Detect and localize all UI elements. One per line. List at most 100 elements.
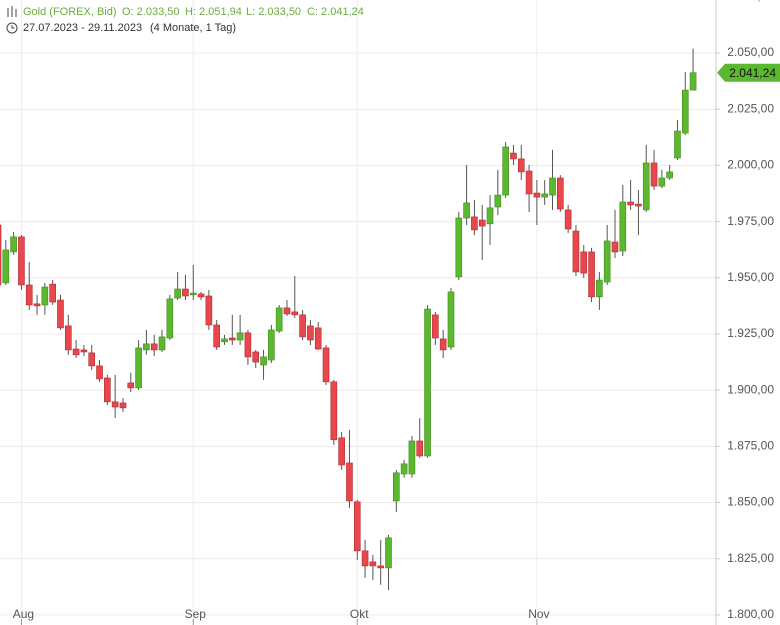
period: 27.07.2023 - 29.11.2023 [23, 22, 142, 34]
candle-body [127, 382, 135, 389]
candle-body [189, 292, 197, 296]
candle-body [486, 207, 494, 225]
candle-body [408, 440, 416, 475]
candle-body [455, 217, 463, 278]
candle-body [674, 130, 681, 159]
candle-body [41, 286, 49, 306]
last-price-label: 2.041,24 [729, 66, 776, 80]
candle-body [244, 332, 252, 358]
candle-body [478, 219, 486, 227]
candle-body [361, 550, 369, 567]
candle-body [166, 298, 174, 339]
y-tick-label: 1.850,00 [727, 495, 774, 509]
x-tick-label: Sep [185, 607, 207, 621]
candle-body [353, 501, 361, 552]
candle-body [689, 72, 697, 91]
candle-body [291, 311, 299, 316]
candle-body [424, 308, 431, 457]
x-tick-label: Okt [350, 607, 369, 621]
candle-body [346, 462, 353, 502]
y-tick-label: 2.050,00 [727, 45, 774, 59]
candle-body [447, 291, 455, 348]
candle-body [377, 565, 384, 569]
candle-body [221, 338, 228, 343]
clock-icon [6, 22, 18, 34]
instrument-title: Gold (FOREX, Bid) [23, 6, 117, 18]
candle-body [627, 201, 634, 206]
candle-body [463, 202, 470, 219]
candle-body [596, 279, 603, 298]
candle-body [229, 337, 236, 341]
y-tick-label: 1.825,00 [727, 551, 774, 565]
candle-body [517, 158, 525, 173]
candle-body [666, 171, 673, 179]
candle-body [119, 402, 127, 409]
candle-body [658, 177, 666, 187]
candle-body [619, 201, 627, 252]
candle-body [236, 332, 244, 341]
candle-body [580, 251, 588, 274]
candle-body [150, 343, 158, 351]
candle-body [25, 284, 33, 306]
y-tick-label: 2.025,00 [727, 101, 774, 115]
candle-body [338, 437, 345, 466]
candle-body [385, 537, 392, 569]
candle-body [541, 193, 549, 198]
candle-body [96, 365, 103, 380]
candle-body [275, 307, 283, 332]
candle-body [88, 352, 96, 367]
candle-body [307, 325, 314, 341]
clock-hand [11, 25, 15, 29]
candle-body [393, 472, 400, 502]
candle-body [213, 324, 220, 348]
candle-body [588, 251, 595, 298]
y-tick-label: 1.900,00 [727, 382, 774, 396]
candle-body [49, 283, 56, 303]
candle-body [299, 314, 306, 338]
x-tick-label: Aug [13, 607, 34, 621]
candle-body [564, 209, 572, 230]
candle-body [0, 224, 2, 286]
header: Gold (FOREX, Bid) O: 2.033,50 H: 2.051,9… [6, 6, 364, 34]
y-tick-label: 2.000,00 [727, 158, 774, 172]
candle-body [322, 347, 330, 383]
candle-body [400, 463, 408, 475]
candle-body [80, 349, 88, 353]
candle-body [471, 216, 478, 231]
candle-body [111, 401, 119, 408]
candle-body [10, 236, 17, 253]
candle-icon [7, 6, 17, 17]
candle-body [439, 338, 447, 351]
y-tick-label: 1.975,00 [727, 214, 774, 228]
candle-body [252, 351, 260, 363]
candle-body [549, 177, 556, 196]
candle-body [72, 348, 80, 356]
candle-body [260, 356, 267, 366]
ohlc-close: C: 2.041,24 [307, 6, 364, 18]
candle-body [681, 89, 689, 134]
candle-body [57, 299, 64, 329]
candle-body [533, 192, 541, 198]
candle-body [510, 152, 517, 160]
candle-body [283, 307, 291, 315]
candle-body [197, 293, 205, 298]
candle-body [205, 295, 213, 326]
candle-body [650, 162, 658, 187]
candle-body [494, 194, 502, 208]
candle-body [330, 381, 338, 441]
candle-body [642, 162, 650, 211]
candle-body [174, 288, 181, 299]
candle-body [64, 325, 72, 351]
candle-body [143, 343, 150, 351]
period-note: (4 Monate, 1 Tag) [150, 22, 236, 34]
ohlc-open: O: 2.033,50 [122, 6, 180, 18]
candle-body [182, 288, 189, 297]
candle-body [135, 347, 142, 389]
candle-body [2, 249, 10, 284]
candle-body [268, 329, 275, 361]
candle-body [158, 336, 166, 351]
ohlc-high: H: 2.051,94 [185, 6, 242, 18]
candle-body [635, 203, 642, 207]
y-tick-label: 2.075,00 [727, 0, 774, 3]
